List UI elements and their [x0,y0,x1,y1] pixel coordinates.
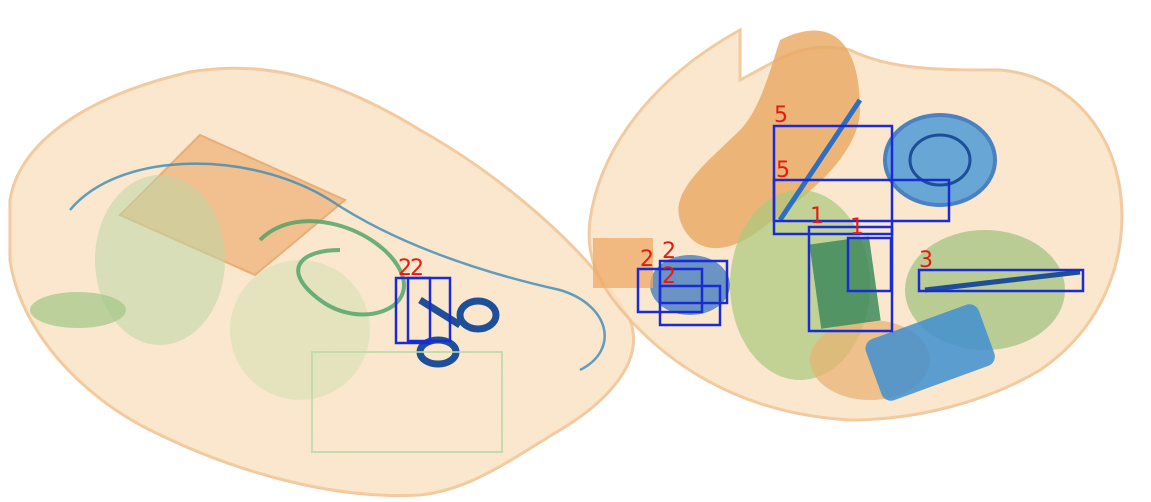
left-bag-cable-loop [258,219,406,317]
left-bag-toe [30,292,126,328]
detection-rect [917,268,1085,293]
detection-label: 3 [919,248,933,273]
detection-label: 5 [774,103,788,128]
right-bag-round-case-inner [908,133,972,187]
detection-rect [636,267,704,314]
right-bag-pouch [865,304,995,401]
detection-label: 2 [640,247,654,272]
detection-box-5: 2 [658,264,722,327]
left-bag-shoe-a [95,175,225,345]
detection-label: 2 [662,264,676,289]
detection-box-9: 1 [846,215,893,293]
right-bag-box [593,238,653,288]
detection-rect [846,236,893,293]
left-bag-tag [311,351,503,453]
left-bag [8,66,635,498]
detection-rect [658,259,729,305]
detection-label: 2 [410,256,424,281]
detection-rect [658,284,722,327]
detection-label: 1 [810,204,824,229]
left-bag-cable [69,162,606,372]
detection-label: 2 [398,256,412,281]
right-bag [587,27,1124,422]
detection-label: 5 [776,158,790,183]
detection-rect [772,178,951,223]
right-bag-rod-b [777,98,863,222]
detection-box-7: 5 [772,158,951,223]
right-bag-rod [924,269,1081,293]
detection-label: 2 [662,239,676,264]
left-bag-shoe-b [230,260,370,400]
detection-box-2: 2 [406,256,452,343]
detection-label: 1 [850,215,864,240]
right-bag-round-case [883,113,997,207]
detection-box-3: 2 [636,247,704,314]
detection-box-4: 2 [658,239,729,305]
detection-box-10: 3 [917,248,1085,293]
detection-rect [406,276,452,343]
right-bag-boot [678,30,860,249]
right-bag-device [809,236,881,329]
